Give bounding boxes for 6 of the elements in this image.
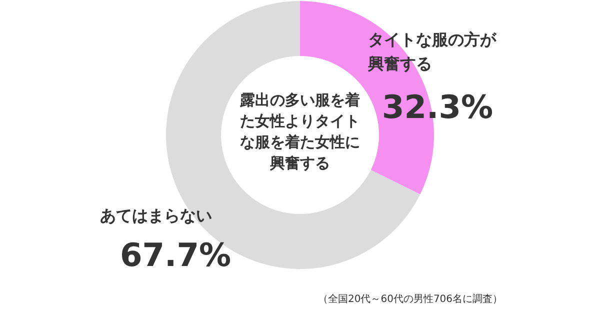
text: 露出の多い服を着た女性よりタイトな服を着た女性に興奮する [239,90,361,174]
text: （全国20代～60代の男性706名に調査） [318,292,503,306]
data-label: 32.3% [382,88,494,126]
slice-label: タイトな服の方が興奮する [368,29,498,75]
data-label: 67.7% [120,236,232,274]
slice-label: あてはまらない [100,206,212,227]
